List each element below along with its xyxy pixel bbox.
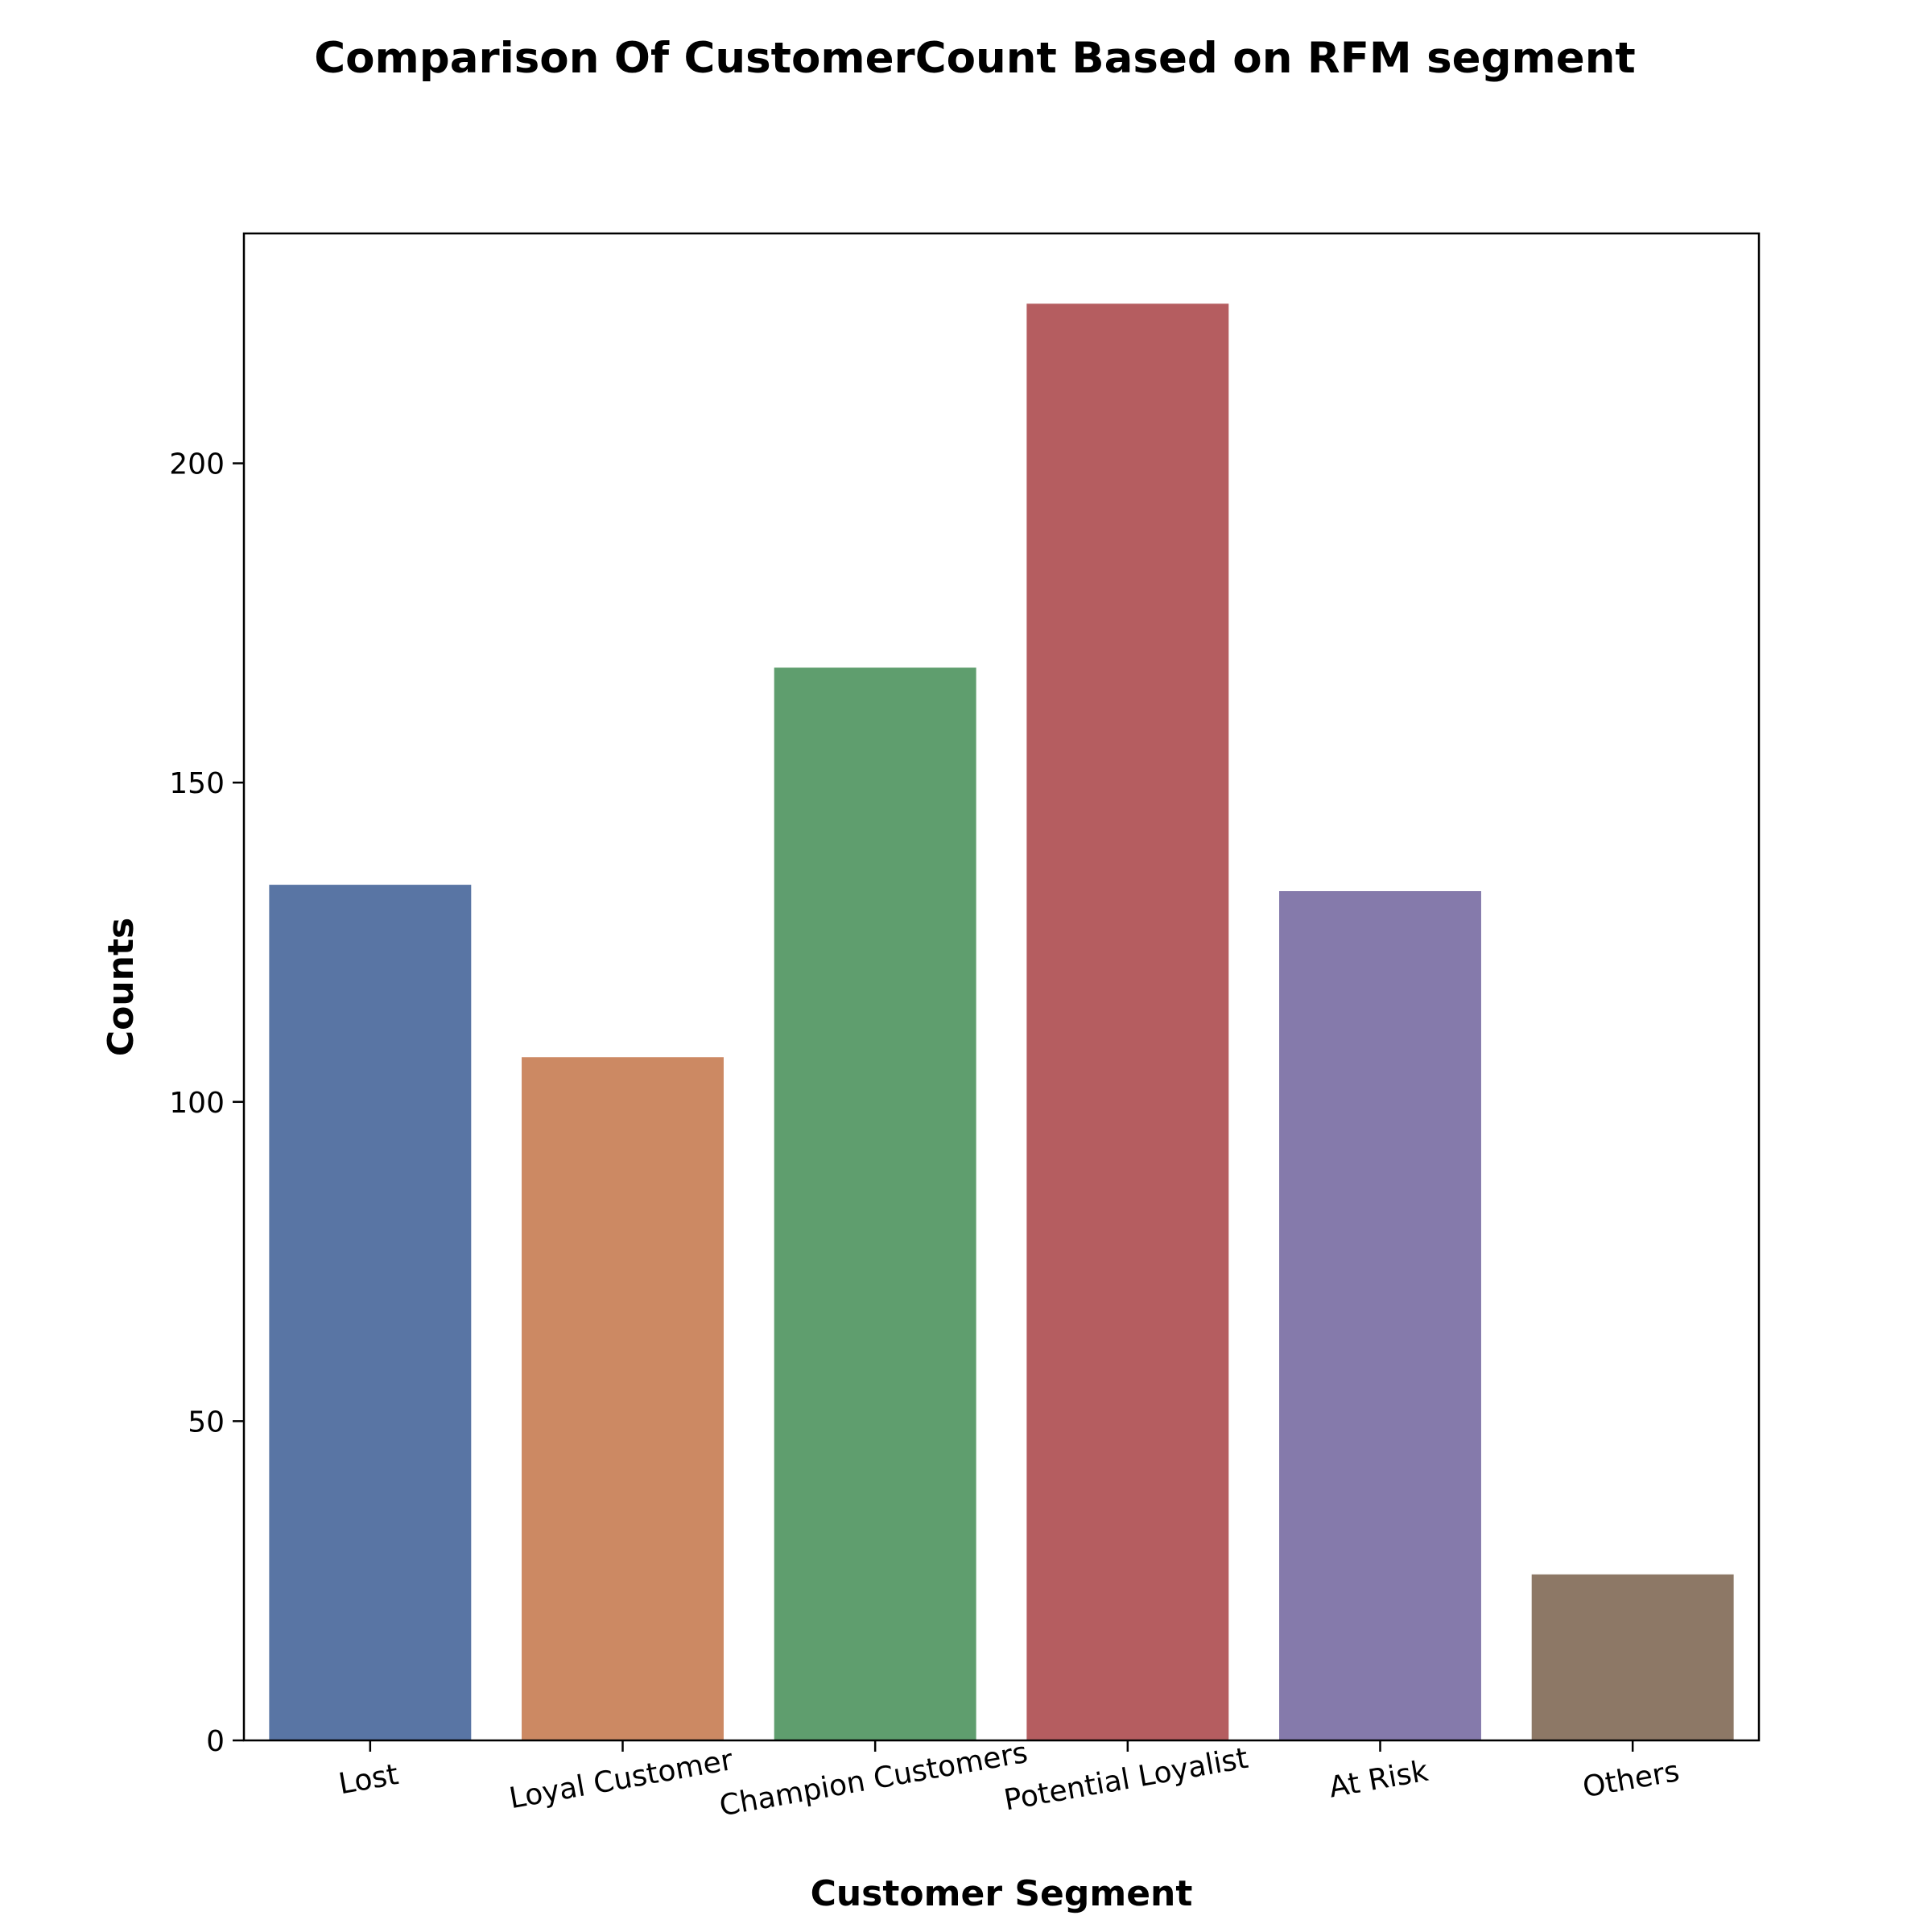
y-tick-label: 100 [169, 1087, 225, 1120]
x-tick-label: Lost [336, 1758, 401, 1801]
x-tick-label: Potential Loyalist [1001, 1742, 1250, 1818]
chart-title: Comparison Of CustomerCount Based on RFM… [314, 34, 1636, 83]
x-tick-label: Others [1580, 1755, 1682, 1804]
y-tick-label: 200 [169, 448, 225, 481]
plot-frame [242, 232, 1761, 1742]
x-axis-label: Customer Segment [811, 1873, 1193, 1914]
x-tick-label: Loyal Customer [507, 1744, 736, 1815]
bars-group [269, 303, 1734, 1740]
x-tick-label: Champion Customers [717, 1736, 1030, 1823]
bar-at-risk [1279, 891, 1481, 1740]
y-axis-label: Counts [101, 918, 142, 1056]
y-axis: 0 50 100 150 200 [169, 448, 244, 1758]
y-tick-label: 50 [188, 1406, 225, 1439]
bar-champion-customers [774, 667, 976, 1740]
bar-potential-loyalist [1026, 303, 1229, 1740]
y-tick-label: 150 [169, 767, 225, 800]
bar-lost [269, 885, 472, 1740]
bar-loyal-customer [522, 1057, 724, 1740]
y-tick-label: 0 [206, 1725, 225, 1758]
bar-others [1531, 1574, 1734, 1740]
x-tick-label: At Risk [1327, 1755, 1431, 1805]
